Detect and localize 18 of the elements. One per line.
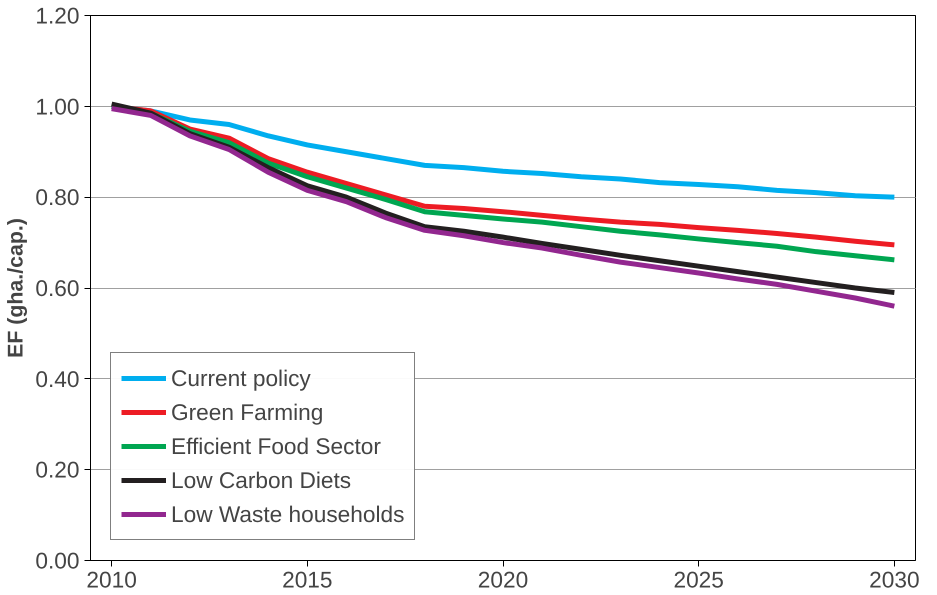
y-axis-title: EF (gha./cap.) (3, 218, 28, 358)
y-tick-label: 1.20 (35, 2, 80, 28)
x-tick-label: 2010 (86, 566, 137, 592)
y-tick-label: 0.80 (35, 184, 80, 210)
x-tick-label: 2030 (869, 566, 920, 592)
y-tick-label: 0.60 (35, 275, 80, 301)
x-tick-label: 2025 (673, 566, 724, 592)
y-tick-label: 0.20 (35, 456, 80, 483)
legend-label: Low Carbon Diets (171, 466, 352, 494)
legend-label: Green Farming (171, 398, 324, 427)
x-tick-label: 2020 (478, 566, 528, 592)
legend-label: Low Waste households (171, 500, 404, 528)
legend-label: Current policy (171, 364, 311, 393)
x-tick-label: 2015 (282, 566, 333, 592)
y-tick-label: 0.00 (35, 548, 80, 574)
y-tick-label: 0.40 (35, 366, 80, 392)
y-tick-label: 1.00 (35, 93, 80, 120)
legend-label: Efficient Food Sector (171, 432, 381, 460)
